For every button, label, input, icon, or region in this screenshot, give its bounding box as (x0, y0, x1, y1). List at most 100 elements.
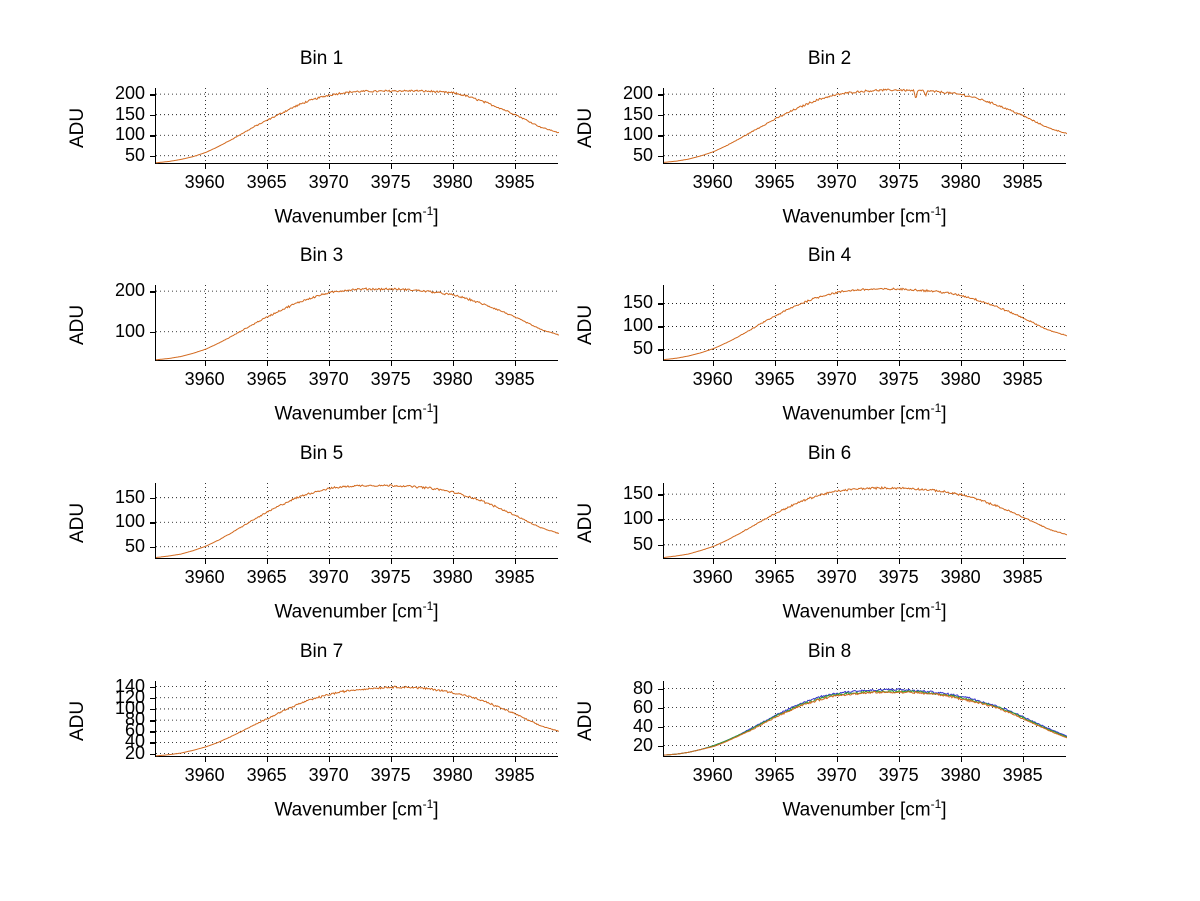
x-tick-label: 3985 (1002, 765, 1043, 785)
plot-svg (664, 88, 1067, 164)
y-tick-label: 80 (124, 709, 145, 730)
y-tickmark (658, 326, 663, 328)
x-axis-label-exponent: -1 (422, 599, 434, 613)
subplot-title: Bin 2 (807, 48, 852, 69)
x-tick-label: 3975 (370, 172, 411, 192)
x-tick-label: 3970 (308, 567, 349, 587)
y-tick-label: 100 (622, 508, 653, 529)
y-tick-label: 50 (632, 533, 653, 554)
x-axis-label-suffix: ] (433, 403, 439, 425)
plot-area (663, 483, 1067, 559)
x-tickmark (328, 361, 331, 366)
x-tickmark (898, 164, 901, 169)
x-tick-label: 3965 (754, 567, 795, 587)
y-tickmark (150, 742, 155, 744)
x-tick-label: 3960 (692, 567, 733, 587)
subplot-title: Bin 1 (299, 48, 344, 69)
y-tickmark (150, 708, 155, 711)
y-tick-label: 200 (114, 280, 145, 301)
subplot-4: Bin 4 50 100 150 3960 3965 3970 3975 3980 3985 ADU… (553, 245, 1106, 451)
y-tick-label: 80 (632, 677, 653, 698)
x-axis-label-suffix: ] (941, 206, 947, 228)
x-tick-label: 3985 (494, 765, 535, 785)
x-tickmark (514, 164, 517, 169)
y-tickmark (658, 94, 663, 96)
x-tick-label: 3975 (878, 765, 919, 785)
x-tickmark (712, 559, 715, 564)
x-tickmark (774, 361, 777, 366)
x-axis-label-text: Wavenumber [cm (782, 206, 931, 228)
y-tick-label: 100 (114, 124, 145, 145)
x-tick-label: 3980 (432, 369, 473, 389)
x-axis-label-exponent: -1 (422, 204, 434, 218)
y-tickmark (658, 349, 663, 351)
y-tick-label: 40 (632, 715, 653, 736)
x-tickmark (266, 164, 269, 169)
y-tick-label: 100 (114, 511, 145, 532)
y-tickmark (150, 331, 155, 334)
y-tick-label: 150 (622, 292, 653, 313)
x-tick-label: 3975 (878, 567, 919, 587)
subplot-2: Bin 2 50 100 150 200 3960 3965 3970 3975 3980 3985… (553, 48, 1106, 254)
x-tickmark (514, 361, 517, 366)
plot-svg (156, 88, 559, 164)
y-tick-label: 150 (114, 486, 145, 507)
x-tick-label: 3960 (692, 369, 733, 389)
x-axis-label: Wavenumber [cm-1] (155, 204, 558, 228)
x-axis-label-text: Wavenumber [cm (274, 601, 423, 623)
x-tickmark (960, 164, 963, 169)
x-tick-label: 3985 (1002, 172, 1043, 192)
y-tickmark (150, 135, 155, 137)
x-axis-label-text: Wavenumber [cm (274, 403, 423, 425)
x-axis-label-exponent: -1 (422, 401, 434, 415)
y-tickmark (150, 522, 155, 524)
x-tick-label: 3985 (1002, 369, 1043, 389)
y-tick-label: 150 (622, 483, 653, 504)
x-tick-label: 3970 (308, 172, 349, 192)
y-tickmark (658, 544, 663, 547)
x-tick-label: 3965 (754, 172, 795, 192)
x-tickmark (514, 559, 517, 564)
x-tickmark (960, 361, 963, 366)
y-tick-label: 50 (124, 535, 145, 556)
x-tick-label: 3975 (370, 567, 411, 587)
x-tickmark (390, 559, 393, 564)
x-tick-label: 3985 (494, 369, 535, 389)
trace-spectrum (156, 287, 559, 361)
y-tickmark (150, 497, 155, 500)
x-tickmark (774, 757, 777, 762)
y-axis-label: ADU (575, 700, 596, 741)
x-tickmark (266, 361, 269, 366)
y-tickmark (150, 697, 155, 700)
y-tick-label: 50 (124, 144, 145, 165)
x-tick-label: 3970 (816, 172, 857, 192)
x-tick-label: 3980 (940, 369, 981, 389)
y-tickmark (658, 726, 663, 729)
x-axis-label-text: Wavenumber [cm (782, 799, 931, 821)
trace-spectrum-blue (664, 687, 1067, 756)
y-tickmark (150, 291, 155, 293)
x-tickmark (452, 164, 455, 169)
x-tickmark (960, 559, 963, 564)
plot-area (663, 681, 1067, 757)
x-tickmark (266, 757, 269, 762)
y-tick-label: 20 (632, 734, 653, 755)
subplot-7: Bin 7 20 40 60 80 100 120 140 3960 3965 3970 3975 39… (45, 641, 598, 847)
y-tick-label: 20 (124, 742, 145, 763)
y-axis-label: ADU (67, 502, 88, 543)
subplot-title: Bin 4 (807, 245, 852, 266)
x-axis-label-suffix: ] (433, 206, 439, 228)
y-tick-label: 60 (632, 696, 653, 717)
x-tick-label: 3960 (184, 765, 225, 785)
x-tick-label: 3965 (246, 369, 287, 389)
x-tick-label: 3965 (246, 765, 287, 785)
plot-svg (664, 483, 1067, 559)
x-axis-label: Wavenumber [cm-1] (663, 204, 1066, 228)
x-axis-label-suffix: ] (433, 601, 439, 623)
x-tick-label: 3970 (816, 765, 857, 785)
plot-area (663, 88, 1067, 164)
x-tick-label: 3960 (184, 172, 225, 192)
x-tickmark (452, 757, 455, 762)
y-tick-label: 150 (114, 103, 145, 124)
y-axis-label: ADU (67, 107, 88, 148)
